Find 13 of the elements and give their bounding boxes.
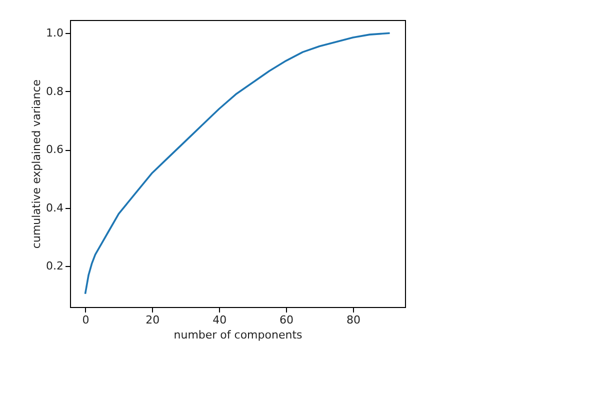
x-tick-label: 80 <box>346 314 360 326</box>
line-series <box>84 32 391 295</box>
x-tick-label: 60 <box>280 314 294 326</box>
y-tick-label: 0.8 <box>46 84 64 98</box>
y-axis-title: cumulative explained variance <box>30 79 44 249</box>
x-tick-label: 20 <box>146 314 160 326</box>
y-tick-label: 0.2 <box>46 260 64 273</box>
y-tick-label: 1.0 <box>46 26 64 40</box>
y-tick-label: 0.6 <box>46 143 64 156</box>
y-tick-label: 0.4 <box>46 201 64 214</box>
x-axis-title: number of components <box>174 328 303 342</box>
x-tick-label: 0 <box>82 314 90 326</box>
x-tick-label: 40 <box>212 314 227 326</box>
